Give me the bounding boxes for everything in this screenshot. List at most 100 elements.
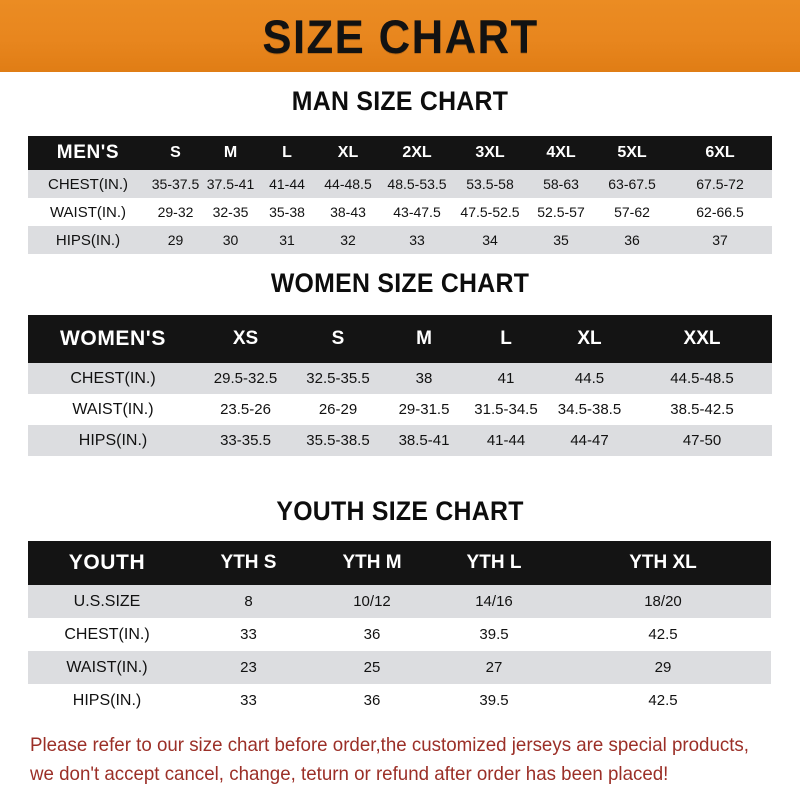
youth-corner-label: YOUTH <box>28 541 186 585</box>
youth-cell: 36 <box>311 618 433 651</box>
men-col-header: 2XL <box>380 136 454 170</box>
men-cell: 29 <box>148 226 203 254</box>
youth-cell: 39.5 <box>433 684 555 717</box>
men-table-body: CHEST(IN.) 35-37.5 37.5-41 41-44 44-48.5… <box>28 170 772 254</box>
men-table-head: MEN'S S M L XL 2XL 3XL 4XL 5XL 6XL <box>28 136 772 170</box>
order-notice-line-2: we don't accept cancel, change, teturn o… <box>30 763 669 785</box>
women-col-header: L <box>465 315 547 363</box>
women-cell: 41-44 <box>465 425 547 456</box>
men-col-header: 6XL <box>668 136 772 170</box>
table-row: WAIST(IN.) 23 25 27 29 <box>28 651 771 684</box>
table-row: HIPS(IN.) 29 30 31 32 33 34 35 36 37 <box>28 226 772 254</box>
women-cell: 38.5-42.5 <box>632 394 772 425</box>
table-row: CHEST(IN.) 29.5-32.5 32.5-35.5 38 41 44.… <box>28 363 772 394</box>
women-corner-label: WOMEN'S <box>28 315 198 363</box>
men-cell: 53.5-58 <box>454 170 526 198</box>
women-cell: 44.5 <box>547 363 632 394</box>
men-cell: 37 <box>668 226 772 254</box>
youth-size-table: YOUTH YTH S YTH M YTH L YTH XL U.S.SIZE … <box>28 541 771 717</box>
men-cell: 30 <box>203 226 258 254</box>
men-cell: 31 <box>258 226 316 254</box>
men-row-label: HIPS(IN.) <box>28 226 148 254</box>
men-cell: 33 <box>380 226 454 254</box>
men-cell: 35-38 <box>258 198 316 226</box>
men-cell: 37.5-41 <box>203 170 258 198</box>
youth-col-header: YTH M <box>311 541 433 585</box>
men-cell: 48.5-53.5 <box>380 170 454 198</box>
women-cell: 47-50 <box>632 425 772 456</box>
page-banner: SIZE CHART <box>0 0 800 72</box>
youth-row-label: HIPS(IN.) <box>28 684 186 717</box>
women-table-head: WOMEN'S XS S M L XL XXL <box>28 315 772 363</box>
table-row: HIPS(IN.) 33-35.5 35.5-38.5 38.5-41 41-4… <box>28 425 772 456</box>
men-col-header: M <box>203 136 258 170</box>
men-cell: 43-47.5 <box>380 198 454 226</box>
youth-cell: 18/20 <box>555 585 771 618</box>
youth-cell: 25 <box>311 651 433 684</box>
men-cell: 62-66.5 <box>668 198 772 226</box>
men-cell: 29-32 <box>148 198 203 226</box>
youth-cell: 10/12 <box>311 585 433 618</box>
women-section-title: WOMEN SIZE CHART <box>270 268 530 298</box>
men-col-header: 5XL <box>596 136 668 170</box>
women-cell: 29.5-32.5 <box>198 363 293 394</box>
youth-cell: 8 <box>186 585 311 618</box>
men-size-table: MEN'S S M L XL 2XL 3XL 4XL 5XL 6XL CHEST… <box>28 136 772 254</box>
men-cell: 63-67.5 <box>596 170 668 198</box>
men-col-header: 3XL <box>454 136 526 170</box>
men-row-label: WAIST(IN.) <box>28 198 148 226</box>
women-col-header: S <box>293 315 383 363</box>
men-cell: 32-35 <box>203 198 258 226</box>
men-cell: 38-43 <box>316 198 380 226</box>
men-header-row: MEN'S S M L XL 2XL 3XL 4XL 5XL 6XL <box>28 136 772 170</box>
men-cell: 52.5-57 <box>526 198 596 226</box>
men-cell: 35-37.5 <box>148 170 203 198</box>
men-cell: 32 <box>316 226 380 254</box>
men-col-header: L <box>258 136 316 170</box>
men-cell: 41-44 <box>258 170 316 198</box>
youth-section-title: YOUTH SIZE CHART <box>276 496 524 526</box>
men-cell: 47.5-52.5 <box>454 198 526 226</box>
women-row-label: WAIST(IN.) <box>28 394 198 425</box>
women-cell: 32.5-35.5 <box>293 363 383 394</box>
men-cell: 67.5-72 <box>668 170 772 198</box>
youth-table-body: U.S.SIZE 8 10/12 14/16 18/20 CHEST(IN.) … <box>28 585 771 717</box>
men-cell: 34 <box>454 226 526 254</box>
youth-cell: 33 <box>186 618 311 651</box>
youth-cell: 36 <box>311 684 433 717</box>
women-cell: 29-31.5 <box>383 394 465 425</box>
youth-cell: 14/16 <box>433 585 555 618</box>
women-col-header: XXL <box>632 315 772 363</box>
men-col-header: XL <box>316 136 380 170</box>
youth-col-header: YTH L <box>433 541 555 585</box>
men-cell: 58-63 <box>526 170 596 198</box>
table-row: WAIST(IN.) 29-32 32-35 35-38 38-43 43-47… <box>28 198 772 226</box>
youth-col-header: YTH XL <box>555 541 771 585</box>
men-corner-label: MEN'S <box>28 136 148 170</box>
order-notice: Please refer to our size chart before or… <box>30 731 749 789</box>
women-cell: 26-29 <box>293 394 383 425</box>
men-col-header: S <box>148 136 203 170</box>
youth-cell: 23 <box>186 651 311 684</box>
table-row: WAIST(IN.) 23.5-26 26-29 29-31.5 31.5-34… <box>28 394 772 425</box>
youth-header-row: YOUTH YTH S YTH M YTH L YTH XL <box>28 541 771 585</box>
women-col-header: XL <box>547 315 632 363</box>
men-col-header: 4XL <box>526 136 596 170</box>
man-section-title: MAN SIZE CHART <box>291 86 509 116</box>
youth-cell: 27 <box>433 651 555 684</box>
women-cell: 38 <box>383 363 465 394</box>
youth-row-label: U.S.SIZE <box>28 585 186 618</box>
women-cell: 31.5-34.5 <box>465 394 547 425</box>
men-cell: 35 <box>526 226 596 254</box>
women-cell: 38.5-41 <box>383 425 465 456</box>
men-cell: 57-62 <box>596 198 668 226</box>
youth-cell: 29 <box>555 651 771 684</box>
table-row: CHEST(IN.) 35-37.5 37.5-41 41-44 44-48.5… <box>28 170 772 198</box>
youth-cell: 33 <box>186 684 311 717</box>
youth-row-label: CHEST(IN.) <box>28 618 186 651</box>
men-cell: 44-48.5 <box>316 170 380 198</box>
table-row: U.S.SIZE 8 10/12 14/16 18/20 <box>28 585 771 618</box>
order-notice-line-1: Please refer to our size chart before or… <box>30 734 749 756</box>
table-row: CHEST(IN.) 33 36 39.5 42.5 <box>28 618 771 651</box>
women-size-table: WOMEN'S XS S M L XL XXL CHEST(IN.) 29.5-… <box>28 315 772 456</box>
